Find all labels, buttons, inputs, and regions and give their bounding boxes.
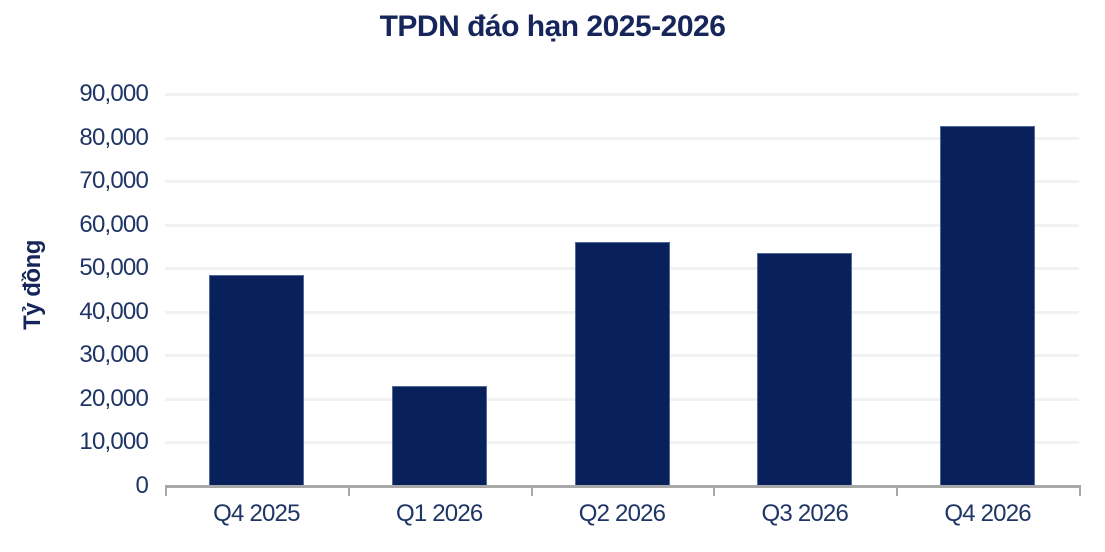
x-axis-tick-mark bbox=[530, 485, 533, 496]
x-axis-tick-mark bbox=[896, 485, 899, 496]
x-axis-line bbox=[165, 485, 1081, 488]
x-tick-label: Q1 2026 bbox=[395, 500, 483, 527]
bar-q4-2026 bbox=[940, 125, 1036, 486]
bar-q3-2026 bbox=[757, 253, 853, 486]
x-axis-tick-mark bbox=[713, 485, 716, 496]
bar-q4-2025 bbox=[208, 275, 304, 486]
y-tick-label: 20,000 bbox=[79, 384, 148, 412]
x-tick-label: Q2 2026 bbox=[578, 500, 666, 527]
chart-title: TPDN đáo hạn 2025-2026 bbox=[379, 10, 726, 43]
y-tick-label: 70,000 bbox=[79, 167, 148, 195]
gridline bbox=[165, 223, 1079, 227]
y-tick-label: 10,000 bbox=[79, 428, 148, 456]
x-tick-label: Q4 2026 bbox=[944, 500, 1031, 527]
gridline bbox=[165, 136, 1079, 140]
x-tick-label: Q4 2025 bbox=[213, 500, 300, 527]
x-axis-tick-mark bbox=[165, 485, 167, 496]
y-tick-label: 40,000 bbox=[79, 297, 148, 325]
bar-q1-2026 bbox=[391, 386, 487, 486]
gridline bbox=[165, 180, 1079, 184]
y-tick-label: 80,000 bbox=[79, 123, 148, 151]
x-axis-tick-mark bbox=[347, 485, 350, 496]
y-tick-label: 30,000 bbox=[79, 341, 148, 369]
y-tick-label: 60,000 bbox=[79, 210, 148, 238]
y-tick-label: 50,000 bbox=[79, 254, 148, 282]
y-tick-label: 90,000 bbox=[79, 80, 148, 107]
x-tick-label: Q3 2026 bbox=[761, 500, 849, 527]
gridline bbox=[165, 93, 1079, 96]
x-axis-tick-mark bbox=[1079, 485, 1081, 496]
bar-q2-2026 bbox=[574, 242, 670, 486]
plot-area bbox=[165, 93, 1079, 486]
y-tick-label: 0 bbox=[135, 472, 148, 499]
